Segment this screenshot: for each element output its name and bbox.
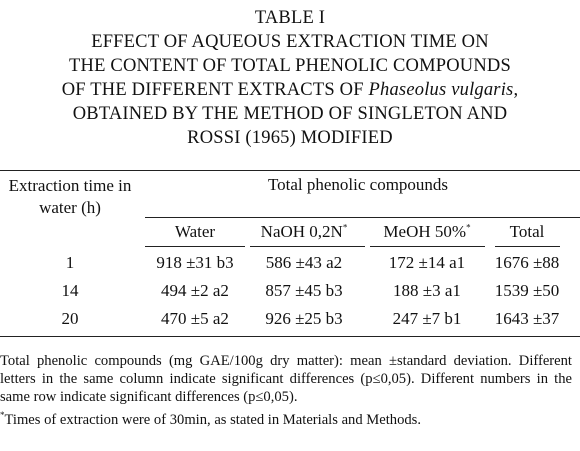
table-cell: 1676 ±88 bbox=[494, 253, 560, 272]
column-header-text: Total bbox=[509, 222, 545, 241]
bottom-rule bbox=[0, 336, 580, 337]
table-cell: 1539 ±50 bbox=[494, 281, 560, 300]
caption-line: THE CONTENT OF TOTAL PHENOLIC COMPOUNDS bbox=[69, 56, 511, 76]
table-cell: 172 ±14 a1 bbox=[388, 253, 466, 272]
caption-text: , bbox=[513, 80, 519, 100]
row-header: Extraction time in water (h) bbox=[8, 176, 132, 217]
column-header-text: MeOH 50% bbox=[383, 222, 467, 241]
column-rule bbox=[370, 246, 485, 247]
column-header-mark: * bbox=[342, 222, 348, 233]
table-cell: 247 ±7 b1 bbox=[392, 309, 462, 328]
column-rule bbox=[250, 246, 365, 247]
column-header-mark: * bbox=[466, 222, 471, 233]
column-rule bbox=[145, 246, 245, 247]
caption-line: ROSSI (1965) MODIFIED bbox=[187, 128, 393, 148]
column-rule bbox=[495, 246, 560, 247]
note-text: Total phenolic compounds (mg GAE/100g dr… bbox=[0, 353, 572, 405]
caption-text: OF THE DIFFERENT EXTRACTS OF bbox=[61, 80, 369, 100]
column-header: Total bbox=[510, 222, 545, 242]
column-header: NaOH 0,2N* bbox=[261, 222, 348, 242]
column-header-text: NaOH 0,2N bbox=[260, 222, 343, 241]
table-number: TABLE I bbox=[254, 8, 326, 28]
table-cell: 494 ±2 a2 bbox=[161, 281, 229, 300]
table-cell: 926 ±25 b3 bbox=[265, 309, 343, 328]
table-cell: 586 ±43 a2 bbox=[265, 253, 343, 272]
group-rule bbox=[145, 217, 580, 218]
caption-line: OBTAINED BY THE METHOD OF SINGLETON AND bbox=[72, 104, 508, 124]
row-label: 20 bbox=[61, 309, 79, 328]
column-header: MeOH 50%* bbox=[383, 222, 470, 242]
species-name: Phaseolus vulgaris bbox=[368, 80, 514, 100]
group-header: Total phenolic compounds bbox=[267, 175, 449, 194]
caption-line: EFFECT OF AQUEOUS EXTRACTION TIME ON bbox=[91, 32, 489, 52]
table-cell: 470 ±5 a2 bbox=[161, 309, 229, 328]
top-rule bbox=[0, 170, 580, 171]
table-cell: 857 ±45 b3 bbox=[265, 281, 343, 300]
row-label: 1 bbox=[65, 253, 75, 272]
footnote-mark: * bbox=[0, 410, 5, 420]
table-cell: 188 ±3 a1 bbox=[393, 281, 461, 300]
table-cell: 918 ±31 b3 bbox=[156, 253, 234, 272]
column-header: Water bbox=[175, 222, 215, 242]
caption-line: OF THE DIFFERENT EXTRACTS OF Phaseolus v… bbox=[0, 80, 580, 101]
table-cell: 1643 ±37 bbox=[494, 309, 560, 328]
footnote-text: Times of extraction were of 30min, as st… bbox=[4, 411, 422, 428]
notes: Total phenolic compounds (mg GAE/100g dr… bbox=[0, 352, 572, 429]
column-header-text: Water bbox=[174, 222, 216, 241]
row-label: 14 bbox=[61, 281, 79, 300]
